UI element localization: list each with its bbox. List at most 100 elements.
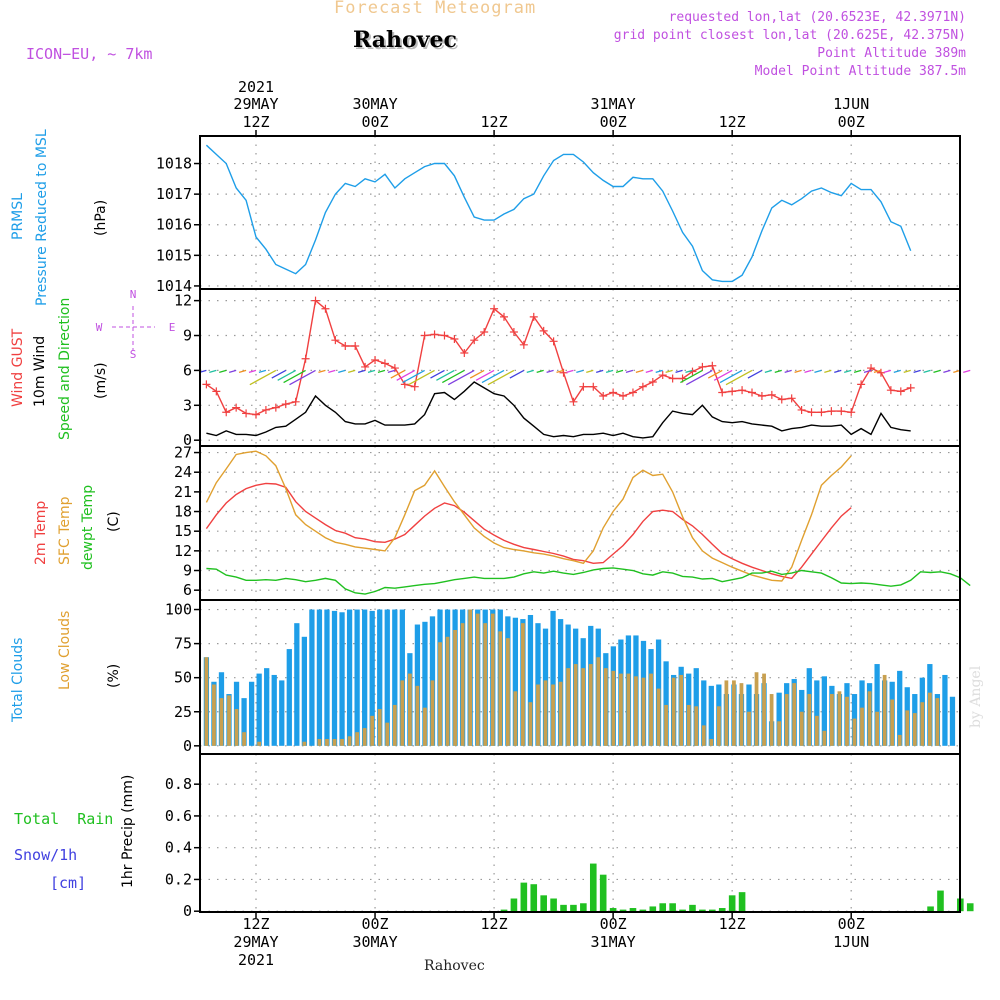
wind-direction-arrow [665,369,673,374]
gust-marker [648,378,657,387]
top-time-hour: 12Z [242,113,269,131]
low-cloud-bar [483,623,488,746]
gust-marker [480,328,489,337]
low-cloud-bar [475,613,480,746]
precip-bar [500,909,508,912]
low-cloud-bar [754,672,759,746]
gust-marker [410,382,419,391]
precip-frame [199,753,961,913]
low-cloud-bar [603,668,608,746]
wind-direction-arrow [586,369,594,374]
total-cloud-bar [384,609,390,746]
low-cloud-bar [830,694,834,746]
bottom-time-hour: 12Z [719,915,746,933]
precip-tick-label: 0.2 [165,870,192,888]
temperature-tick-label: 9 [183,562,192,580]
low-cloud-bar [317,739,322,746]
top-time-hour: 00Z [361,113,388,131]
wind-direction-arrow [228,369,237,374]
gust-marker [837,407,846,416]
compass-west: W [96,321,103,334]
total-cloud-bar [399,609,405,746]
bottom-time-year: 2021 [238,951,274,969]
wind-direction-arrow [913,369,921,374]
gust-marker [579,382,588,391]
wind-direction-arrow [863,369,872,374]
low-cloud-bar [769,694,774,746]
low-cloud-bar [845,696,849,746]
gust-marker [440,331,449,340]
wind-direction-arrow [469,369,485,379]
gust-marker [609,388,618,397]
low-cloud-bar [935,698,940,746]
wind-direction-arrow [436,369,455,381]
gust-marker [311,296,320,305]
clouds-panel: 0 25 50 75 100 [165,599,961,755]
gust-marker [430,330,439,339]
gust-marker [638,382,647,391]
wind-direction-arrow [289,369,316,386]
low-cloud-bar [551,684,555,746]
wind-direction-arrow [873,369,882,374]
wind-direction-arrow [367,369,376,374]
gust-marker [331,336,340,345]
gust-marker [380,359,389,368]
temperature-tick-label: 18 [174,503,192,521]
gust-marker [767,390,776,399]
wind-direction-arrow [475,369,495,381]
low-cloud-bar [912,713,917,746]
low-cloud-bar [814,715,819,746]
low-cloud-bar [340,739,344,746]
wind-tick-label: 0 [183,431,192,449]
precip-bar [738,892,746,912]
gust-marker [896,387,905,396]
wind-direction-arrow [707,369,723,379]
wind-tick-label: 12 [174,292,192,310]
wind-direction-arrow [596,369,604,374]
wind-direction-arrow [804,369,812,374]
low-cloud-bar [498,631,503,746]
gust-marker [817,408,826,417]
low-cloud-bar [581,668,586,746]
gust-marker [589,382,598,391]
gust-marker [341,341,350,350]
gust-marker [599,391,608,400]
wind-direction-arrow [447,369,475,386]
low-cloud-bar [528,702,533,746]
precip-bar [639,909,647,912]
gust-marker [777,395,786,404]
wind-direction-arrow [377,369,386,374]
precip-bar [966,903,974,912]
gust-marker [807,408,816,417]
low-cloud-bar [867,691,872,746]
low-cloud-bar [618,673,623,746]
wind-direction-arrow [615,369,624,374]
wind-direction-arrow [903,369,911,374]
gust-marker [857,380,866,389]
wind-direction-arrow [271,369,287,379]
low-cloud-bar [882,674,887,746]
precip-bar [520,882,528,912]
low-cloud-bar [852,718,857,746]
pressure-tick-label: 1016 [156,216,192,234]
low-cloud-bar [649,673,653,746]
low-cloud-bar [641,677,646,746]
precip-tick-label: 0.4 [165,839,192,857]
pressure-tick-label: 1018 [156,155,192,173]
temperature-2m-temp-line [205,482,852,580]
precip-bar [669,903,676,912]
wind-direction-arrow [814,369,822,374]
low-cloud-bar [355,732,360,746]
bottom-time-hour: 00Z [600,915,627,933]
gust-marker [847,408,856,417]
label-snow-unit: [cm] [50,874,87,892]
top-time-hour: 00Z [600,113,627,131]
bottom-time-hour: 12Z [481,915,508,933]
total-cloud-bar [422,621,428,746]
gust-marker [876,368,885,377]
wind-direction-arrow [686,369,713,386]
temperature-frame [199,445,961,601]
low-cloud-bar [905,710,910,746]
low-cloud-bar [347,736,352,746]
low-cloud-bar [799,711,804,746]
